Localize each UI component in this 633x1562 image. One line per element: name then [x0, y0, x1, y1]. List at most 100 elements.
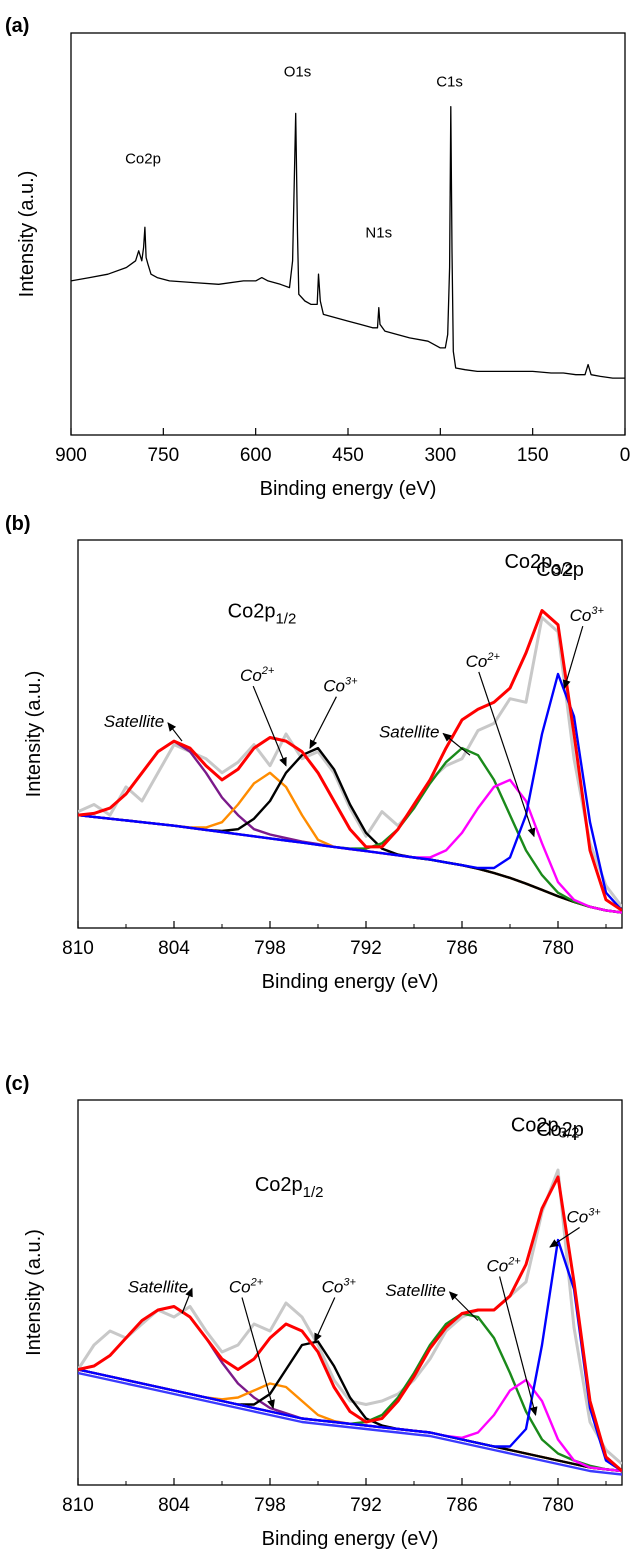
series-line-co2+-2p3/2	[78, 778, 622, 914]
species-label-superscript: 2+	[507, 1256, 521, 1268]
species-label-text: Satellite	[128, 1278, 188, 1297]
plot-area	[78, 609, 622, 914]
x-tick-label: 792	[350, 938, 382, 959]
series-line-satellite-1	[78, 1305, 622, 1473]
x-tick-label: 750	[147, 445, 179, 466]
y-axis-title: Intensity (a.u.)	[23, 1229, 45, 1356]
species-label: Satellite	[104, 712, 164, 731]
group-label-base: Co2p	[228, 601, 276, 623]
series-line-raw	[78, 1168, 622, 1466]
group-label-subscript: 3/2	[559, 1125, 580, 1142]
panel-title: Co2p	[536, 559, 584, 581]
series-line-envelope	[78, 609, 622, 912]
x-tick-label: 798	[254, 1495, 286, 1516]
x-tick-label: 900	[55, 445, 87, 466]
x-axis-title: Binding energy (eV)	[262, 1528, 439, 1550]
satellite-arrow	[448, 1291, 479, 1321]
satellite-arrow	[167, 722, 183, 742]
group-label-subscript: 1/2	[275, 611, 296, 628]
species-label: Co2+	[486, 1256, 521, 1276]
species-label: Co3+	[322, 1277, 357, 1297]
x-tick-label: 810	[62, 1495, 94, 1516]
group-label: Co2p3/2	[504, 551, 573, 578]
peak-label: O1s	[284, 64, 312, 81]
x-tick-label: 150	[517, 445, 549, 466]
x-tick-label: 0	[620, 445, 631, 466]
species-arrow	[241, 1297, 275, 1409]
panel-b: (b) 810 804 798 792 786 780 Binding energy (eV)…	[5, 513, 623, 993]
x-tick-label: 600	[240, 445, 272, 466]
species-label-text: Co	[570, 606, 592, 625]
peak-label: Co2p	[125, 151, 161, 168]
species-label-text: Co	[322, 1278, 344, 1297]
species-label: Satellite	[379, 723, 439, 742]
species-label: Co2+	[229, 1277, 264, 1297]
species-label-superscript: 3+	[588, 1207, 601, 1219]
series-line-co3+-2p3/2	[78, 1238, 622, 1473]
group-label: Co2p3/2	[511, 1115, 580, 1142]
species-label-superscript: 2+	[486, 651, 500, 663]
x-tick-label: 798	[254, 938, 286, 959]
panel-letter: (c)	[5, 1073, 29, 1095]
species-label-text: Co	[229, 1278, 251, 1297]
x-tick-label: 780	[542, 1495, 574, 1516]
x-tick-label: 450	[332, 445, 364, 466]
species-label: Co3+	[570, 605, 605, 625]
species-label-text: Satellite	[379, 723, 439, 742]
y-axis-title: Intensity (a.u.)	[23, 671, 45, 798]
group-label: Co2p1/2	[228, 601, 297, 628]
series-line-envelope	[78, 1175, 622, 1473]
species-arrow	[309, 696, 337, 749]
x-tick-label: 810	[62, 938, 94, 959]
species-label-superscript: 3+	[345, 676, 358, 688]
series-line-co3+-2p1/2	[78, 1340, 622, 1473]
species-label-text: Co	[486, 1257, 508, 1276]
panel-letter: (a)	[5, 15, 29, 37]
species-label: Co3+	[323, 676, 358, 696]
species-label: Satellite	[385, 1281, 445, 1300]
group-label: Co2p1/2	[255, 1174, 324, 1201]
group-label-subscript: 1/2	[303, 1184, 324, 1201]
series-line-satellite-2	[78, 1312, 622, 1473]
group-label-base: Co2p	[255, 1174, 303, 1196]
species-label-text: Satellite	[385, 1281, 445, 1300]
satellite-arrow	[181, 1287, 193, 1314]
species-arrow	[549, 1226, 580, 1248]
x-tick-label: 786	[446, 938, 478, 959]
series-line-raw	[78, 616, 622, 908]
species-label-text: Satellite	[104, 712, 164, 731]
y-axis-title: Intensity (a.u.)	[16, 171, 38, 298]
x-axis-title: Binding energy (eV)	[262, 971, 439, 993]
species-arrow	[562, 625, 584, 690]
species-label-text: Co	[566, 1208, 588, 1227]
species-arrow	[499, 1276, 538, 1416]
species-label: Co2+	[466, 651, 501, 671]
species-label: Co2+	[240, 665, 275, 685]
plot-frame	[77, 539, 623, 929]
species-label: Satellite	[128, 1278, 188, 1297]
series-line-co3+-2p3/2	[78, 672, 622, 912]
species-arrow	[252, 685, 287, 767]
group-label-base: Co2p	[511, 1115, 559, 1137]
series-line-co2+-2p1/2	[78, 771, 622, 914]
x-tick-label: 792	[350, 1495, 382, 1516]
series-line-line-0	[71, 106, 625, 379]
plot-area	[78, 1168, 622, 1476]
plot-frame	[70, 32, 626, 436]
plot-frame	[77, 1099, 623, 1486]
panel-c: (c) 810 804 798 792 786 780 Binding energy (eV)…	[5, 1073, 623, 1550]
series-line-blue-baseline	[78, 1371, 622, 1476]
peak-label: C1s	[436, 74, 463, 91]
x-tick-label: 786	[446, 1495, 478, 1516]
species-label-superscript: 3+	[591, 605, 604, 617]
plot-area	[71, 106, 625, 379]
group-label-base: Co2p	[504, 551, 552, 573]
peak-label: N1s	[365, 224, 392, 241]
species-arrow	[314, 1297, 336, 1343]
x-tick-label: 300	[424, 445, 456, 466]
panel-a: (a) 900 750 600 450 300 150 0 Binding energy (eV…	[5, 15, 630, 500]
species-label-superscript: 3+	[343, 1277, 356, 1289]
species-arrow	[478, 671, 536, 838]
species-label-text: Co	[323, 677, 345, 696]
